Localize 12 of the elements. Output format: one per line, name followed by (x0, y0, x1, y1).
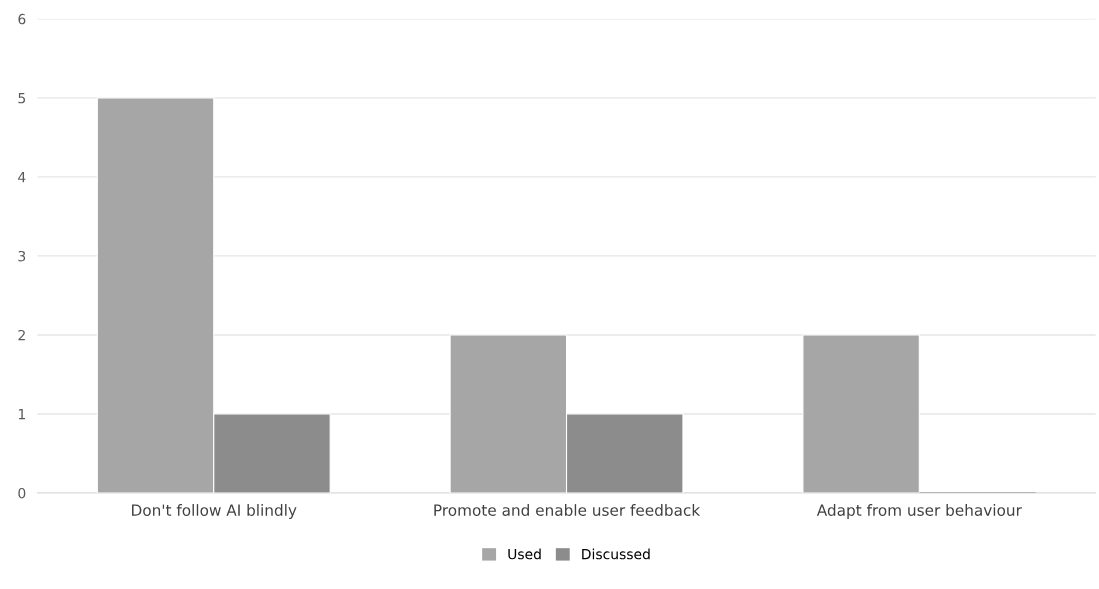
legend-label: Used (508, 548, 541, 560)
x-tick-label: Adapt from user behaviour (816, 504, 1022, 519)
y-tick-label: 5 (18, 93, 26, 104)
y-tick-label: 3 (18, 250, 26, 262)
x-tick-label: Promote and enable user feedback (434, 504, 701, 516)
legend-label: Discussed (582, 548, 650, 560)
y-tick-label: 2 (18, 329, 25, 341)
y-tick-label: 4 (18, 172, 26, 183)
y-tick-label: 6 (18, 13, 26, 25)
x-tick-label: Don't follow AI blindly (132, 504, 297, 519)
y-tick-label: 0 (18, 487, 26, 499)
y-tick-label: 1 (18, 409, 25, 420)
